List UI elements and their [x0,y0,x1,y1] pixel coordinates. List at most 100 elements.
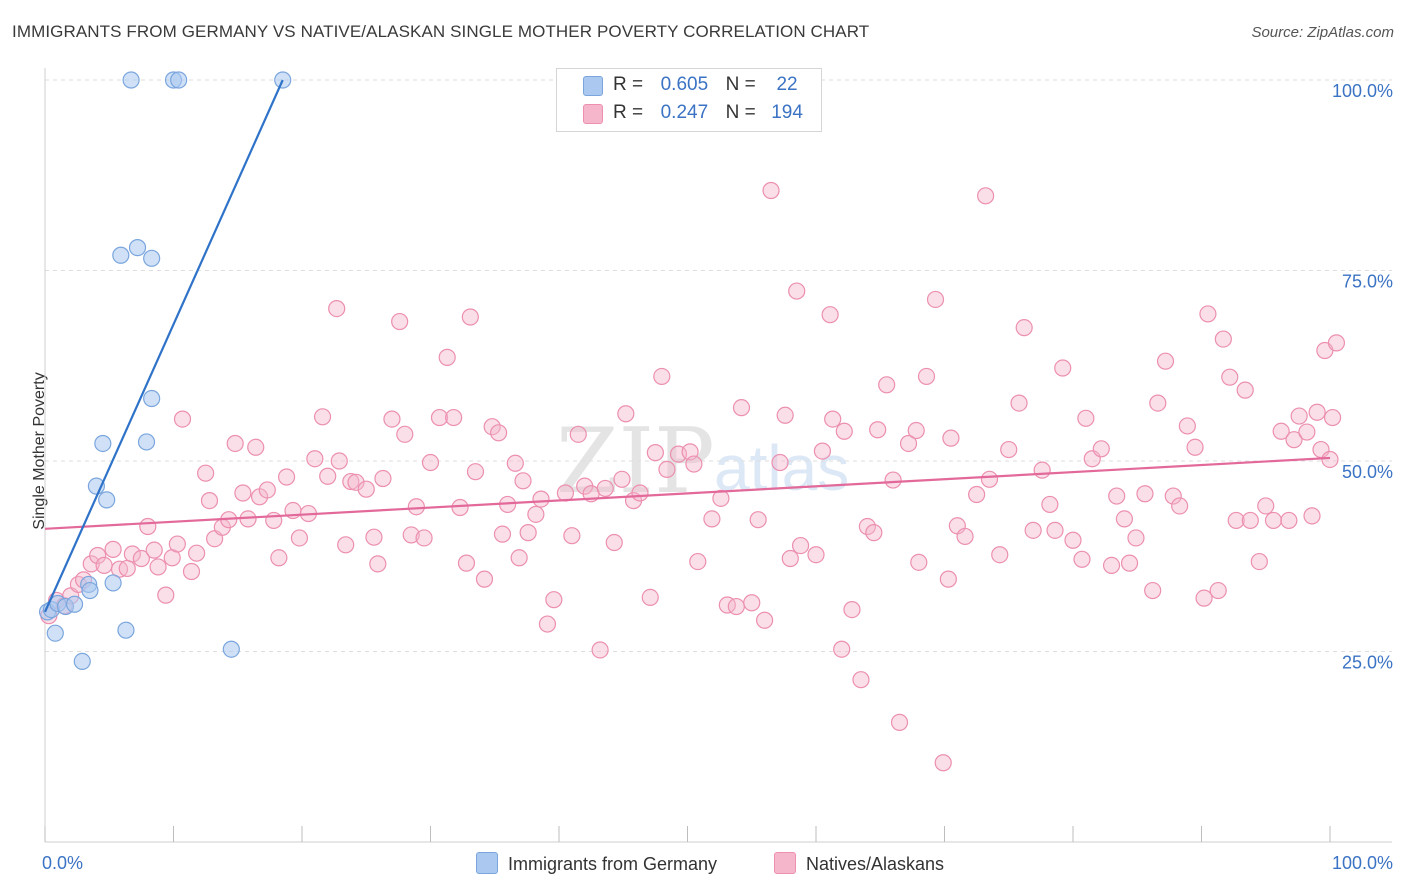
r-label: R = [613,74,644,95]
data-point-natives [835,422,853,440]
trend-lines [43,79,1331,613]
data-point-natives [926,290,945,309]
data-point-natives [1199,305,1217,323]
data-point-germany [81,581,99,600]
series-natives-alaskans [40,181,1346,772]
data-point-natives [1303,507,1321,525]
data-point-natives [430,408,449,427]
data-point-natives [1321,450,1339,469]
data-point-natives [1073,550,1091,568]
data-point-natives [374,469,392,488]
data-point-natives [89,546,107,565]
data-point-germany [46,624,64,642]
data-point-germany [117,621,135,639]
data-point-natives [771,453,789,472]
data-point-natives [824,410,842,428]
y-tick-label: 75.0% [1342,272,1393,292]
data-point-natives [1171,497,1189,515]
data-point-natives [1024,521,1042,539]
data-point-natives [1041,495,1059,514]
data-point-natives [1209,581,1227,600]
data-point-natives [821,306,839,324]
data-point-natives [907,421,925,440]
data-point-natives [527,505,545,523]
data-point-natives [1077,409,1095,427]
data-point-natives [968,485,986,504]
data-point-natives [1195,589,1213,607]
data-point-natives [1127,529,1145,547]
data-point-natives [1272,422,1290,440]
data-point-natives [173,410,192,428]
data-point-natives [490,424,508,442]
r-value: 0.247 [660,102,709,123]
y-tick-label: 100.0% [1332,81,1393,101]
data-point-natives [519,524,537,542]
data-point-natives [118,559,136,578]
r-label: R = [613,102,644,123]
data-point-natives [843,600,861,619]
data-point-natives [145,541,163,559]
chart-title: IMMIGRANTS FROM GERMANY VS NATIVE/ALASKA… [12,22,870,41]
data-point-natives [1327,334,1346,352]
data-point-natives [369,555,387,573]
data-point-natives [383,410,401,428]
data-point-natives [939,570,957,588]
data-point-natives [689,552,707,571]
data-point-natives [475,570,494,588]
data-point-natives [658,460,676,478]
data-point-natives [319,467,337,485]
data-point-natives [328,300,346,318]
data-point-natives [653,367,671,386]
data-point-natives [781,549,799,568]
data-point-natives [445,408,463,427]
data-point-natives [347,473,365,491]
legend-label-blue: Immigrants from Germany [508,854,718,874]
data-point-natives [532,490,550,508]
data-point-natives [226,434,244,453]
data-point-natives [168,535,186,553]
data-point-natives [451,498,469,517]
correlation-legend: R = 0.605 N = 22 R = 0.247 N = 194 [556,68,822,132]
data-point-natives [1136,485,1154,503]
data-point-natives [852,671,870,689]
data-point-natives [617,405,635,423]
data-point-natives [899,434,918,453]
data-point-natives [200,492,219,510]
pink-swatch [774,852,796,874]
data-point-natives [342,472,360,491]
data-point-natives [104,540,122,558]
data-point-natives [313,408,332,426]
data-point-germany [98,491,116,509]
data-point-natives [182,562,201,581]
data-point-natives [685,455,703,473]
data-point-germany [104,574,122,592]
n-label: N = [725,102,756,123]
data-point-natives [277,468,296,486]
data-point-natives [605,533,623,552]
data-point-natives [290,529,309,547]
data-point-natives [365,528,383,546]
blue-swatch [476,852,498,874]
data-point-natives [139,517,157,536]
data-point-natives [1108,487,1126,505]
data-point-natives [1250,552,1268,571]
data-point-natives [1257,497,1275,515]
data-point-natives [1280,511,1298,530]
data-point-natives [234,484,252,502]
data-point-natives [813,442,832,460]
data-point-natives [865,524,883,542]
data-point-natives [1221,368,1239,386]
data-point-natives [1178,417,1196,435]
data-point-germany [73,652,91,671]
data-point-natives [878,376,896,394]
data-point-natives [1102,556,1121,574]
data-point-natives [732,399,751,417]
data-point-natives [258,481,276,499]
data-point-germany [170,71,188,89]
data-point-natives [123,545,141,563]
pink-swatch [583,104,603,124]
blue-swatch [583,76,603,96]
data-point-natives [1264,511,1283,530]
n-label: N = [725,74,756,95]
